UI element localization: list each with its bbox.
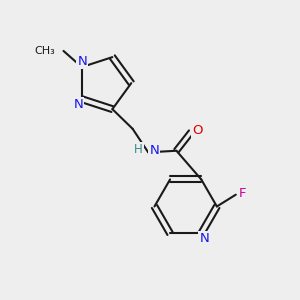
Text: N: N: [77, 55, 87, 68]
Text: N: N: [74, 98, 83, 111]
Text: N: N: [200, 232, 209, 245]
Text: N: N: [149, 144, 159, 158]
Text: F: F: [238, 187, 246, 200]
Text: H: H: [134, 143, 143, 156]
Text: CH₃: CH₃: [34, 46, 55, 56]
Text: O: O: [192, 124, 203, 137]
